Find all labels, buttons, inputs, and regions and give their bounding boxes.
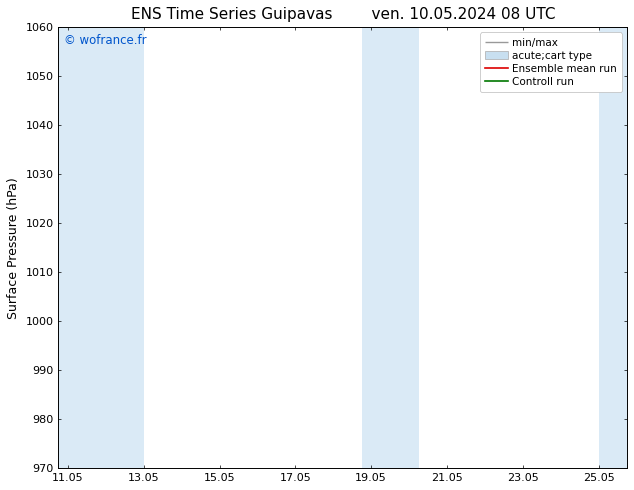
Bar [58, 27, 144, 468]
Bar [362, 27, 418, 468]
Text: © wofrance.fr: © wofrance.fr [64, 34, 147, 47]
Legend: min/max, acute;cart type, Ensemble mean run, Controll run: min/max, acute;cart type, Ensemble mean … [479, 32, 622, 92]
Title: ENS Time Series Guipavas        ven. 10.05.2024 08 UTC: ENS Time Series Guipavas ven. 10.05.2024… [131, 7, 555, 22]
Bar [598, 27, 627, 468]
Y-axis label: Surface Pressure (hPa): Surface Pressure (hPa) [7, 177, 20, 318]
